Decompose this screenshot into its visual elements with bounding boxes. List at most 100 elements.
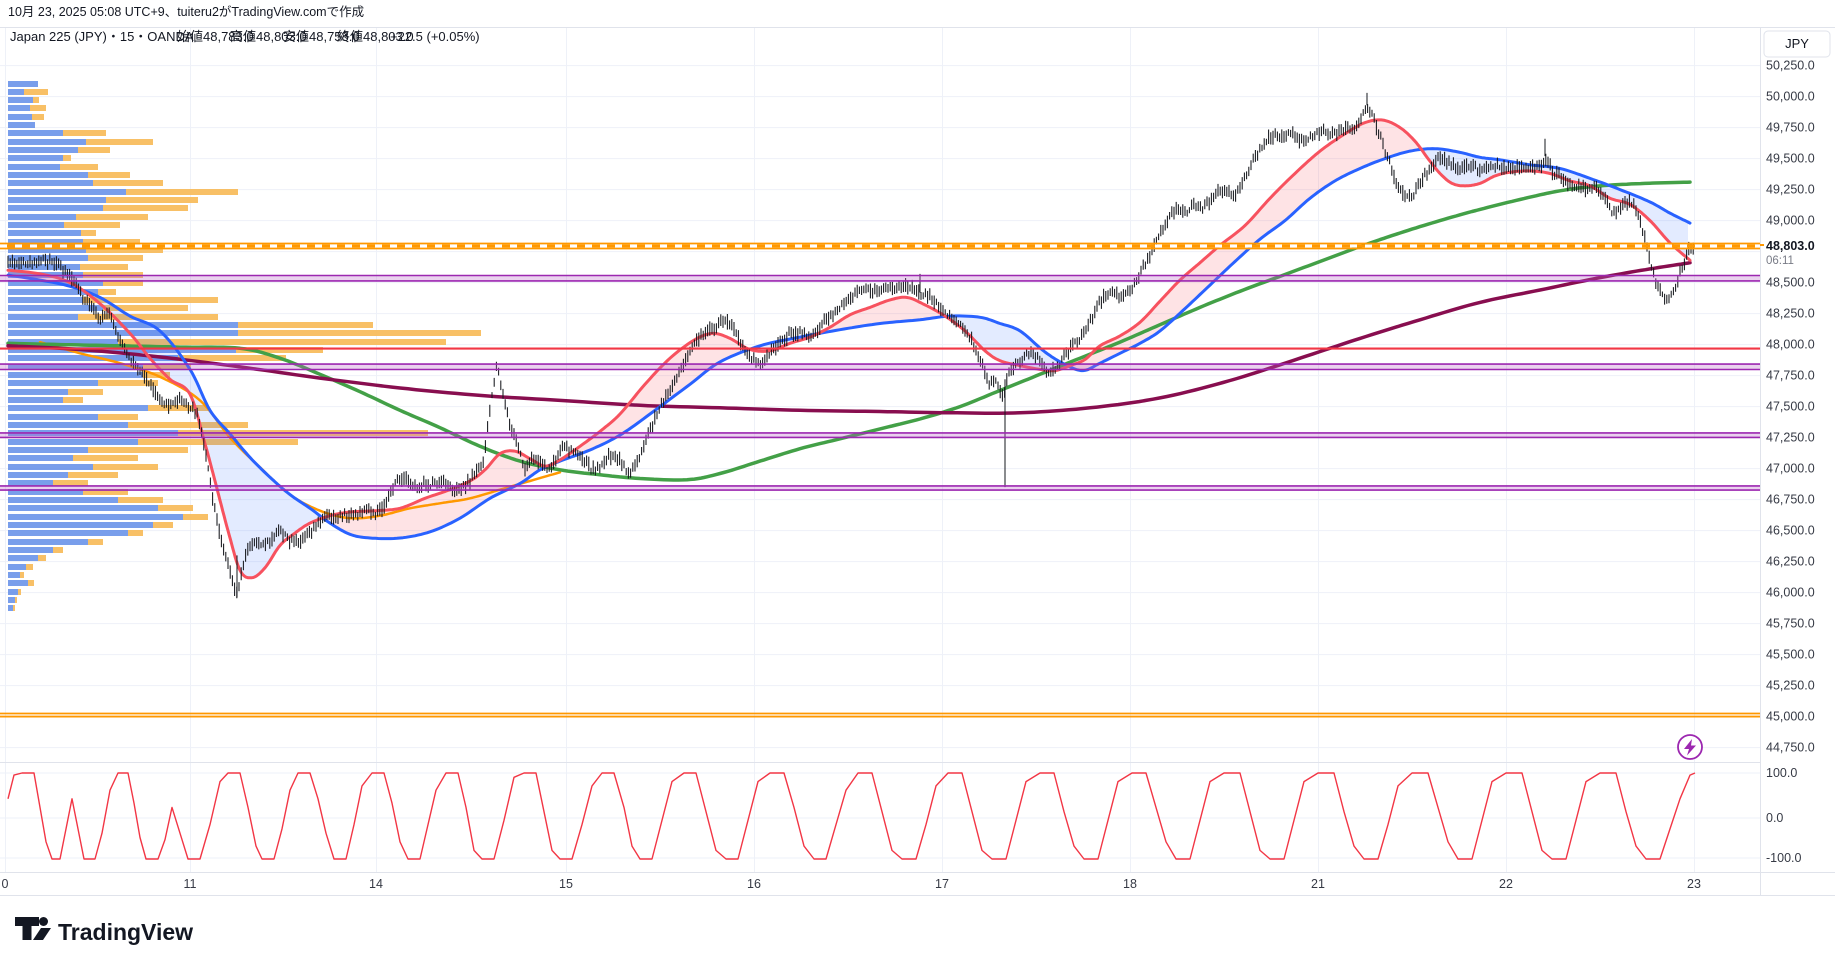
profile-bar-orange — [103, 205, 188, 211]
profile-bar-blue — [8, 414, 98, 420]
profile-bar-orange — [88, 539, 103, 545]
profile-bar-orange — [83, 297, 218, 303]
indicator-axis-labels: 100.0 0.0 -100.0 — [1766, 766, 1801, 865]
profile-bar-blue — [8, 197, 106, 203]
profile-bar-orange — [103, 280, 143, 286]
price-tick-label: 45,250.0 — [1766, 679, 1815, 693]
profile-bar-orange — [148, 405, 208, 411]
profile-bar-blue — [8, 89, 24, 95]
profile-bar-orange — [88, 255, 143, 261]
price-tick-label: 49,750.0 — [1766, 121, 1815, 135]
currency-box-frame — [1763, 30, 1831, 58]
ma-line-green — [6, 180, 1692, 482]
profile-bar-blue — [8, 505, 158, 511]
indicator-pane-background[interactable] — [0, 762, 1760, 872]
profile-bar-blue — [8, 189, 126, 195]
profile-bar-orange — [98, 289, 116, 295]
price-tick-label: 45,000.0 — [1766, 710, 1815, 724]
price-tick-label: 47,750.0 — [1766, 369, 1815, 383]
profile-bar-orange — [238, 322, 373, 328]
last-price-time: 06:11 — [1766, 255, 1794, 267]
main-pane-background[interactable] — [0, 27, 1760, 762]
profile-bar-blue — [8, 464, 93, 470]
profile-bar-blue — [8, 589, 18, 595]
time-tick-label: 0 — [2, 877, 9, 891]
change-value: +22.5 (+0.05%) — [390, 29, 480, 44]
profile-bar-orange — [20, 572, 24, 578]
profile-bar-blue — [8, 439, 138, 445]
time-tick-label: 17 — [935, 877, 949, 891]
profile-bar-orange — [24, 89, 48, 95]
price-tick-label: 45,750.0 — [1766, 617, 1815, 631]
profile-bar-blue — [8, 222, 64, 228]
profile-bar-blue — [8, 497, 118, 503]
profile-bar-orange — [138, 439, 298, 445]
profile-bar-blue — [8, 580, 28, 586]
price-tick-label: 47,250.0 — [1766, 431, 1815, 445]
level-lines-layer[interactable] — [0, 242, 1760, 718]
profile-bar-orange — [178, 355, 286, 361]
currency-box[interactable]: JPY — [1763, 30, 1831, 58]
profile-bar-orange — [60, 164, 98, 170]
price-axis[interactable] — [1760, 27, 1835, 895]
profile-bar-blue — [8, 139, 86, 145]
high-value: 高値48,803.0 — [230, 29, 307, 44]
price-tick-label: 46,000.0 — [1766, 586, 1815, 600]
profile-bar-orange — [38, 555, 46, 561]
profile-bar-orange — [81, 230, 96, 236]
last-price-label: 48,803.0 — [1766, 239, 1815, 253]
lightning-icon — [1684, 739, 1696, 756]
profile-bar-orange — [33, 97, 39, 103]
profile-bar-blue — [8, 422, 128, 428]
profile-bar-orange — [128, 530, 143, 536]
profile-bar-orange — [93, 180, 163, 186]
profile-bar-orange — [78, 314, 218, 320]
profile-bar-orange — [32, 114, 44, 120]
indicator-tick-label: -100.0 — [1766, 851, 1801, 865]
purple-zone-fill — [0, 275, 1760, 281]
profile-bar-orange — [73, 455, 138, 461]
profile-bar-blue — [8, 330, 238, 336]
purple-zone-fill — [0, 485, 1760, 491]
tradingview-logo[interactable]: TradingView — [15, 917, 193, 945]
profile-bar-blue — [8, 405, 148, 411]
candles-layer — [7, 92, 1694, 599]
legend: Japan 225 (JPY)・15・OANDA 始値48,783.0 高値48… — [10, 29, 480, 44]
profile-bar-orange — [63, 155, 71, 161]
symbol-title[interactable]: Japan 225 (JPY)・15・OANDA — [10, 29, 194, 44]
profile-bar-orange — [80, 264, 128, 270]
currency-label: JPY — [1785, 36, 1809, 51]
price-tick-label: 49,250.0 — [1766, 183, 1815, 197]
profile-bar-blue — [8, 530, 128, 536]
time-tick-label: 22 — [1499, 877, 1513, 891]
profile-bar-orange — [88, 172, 130, 178]
profile-bar-blue — [8, 205, 103, 211]
profile-bar-blue — [8, 164, 60, 170]
profile-bar-blue — [8, 147, 78, 153]
price-tick-label: 45,500.0 — [1766, 648, 1815, 662]
close-value: 終値48,803.0 — [337, 29, 414, 44]
profile-bar-blue — [8, 547, 53, 553]
boost-button[interactable] — [1677, 734, 1703, 760]
profile-bar-blue — [8, 539, 88, 545]
profile-bar-blue — [8, 397, 63, 403]
attribution-text: 10月 23, 2025 05:08 UTC+9、tuiteru2がTradin… — [8, 4, 364, 19]
tradingview-logo-mark — [15, 917, 39, 940]
time-tick-label: 18 — [1123, 877, 1137, 891]
profile-bar-blue — [8, 255, 88, 261]
profile-bar-blue — [8, 489, 83, 495]
ma-ribbon-fill — [820, 297, 944, 334]
profile-bar-orange — [26, 564, 33, 570]
profile-bar-blue — [8, 130, 63, 136]
indicator-tick-label: 100.0 — [1766, 766, 1797, 780]
price-tick-label: 48,000.0 — [1766, 338, 1815, 352]
time-axis-labels[interactable]: 0 11 14 15 16 17 18 21 22 23 — [2, 877, 1701, 891]
profile-bar-orange — [98, 414, 138, 420]
profile-bar-orange — [68, 472, 118, 478]
profile-bar-blue — [8, 605, 13, 611]
profile-bar-blue — [8, 214, 76, 220]
profile-bar-blue — [8, 172, 88, 178]
price-tick-label: 46,750.0 — [1766, 493, 1815, 507]
ma-line-maroon — [6, 260, 1692, 415]
profile-bar-blue — [8, 389, 68, 395]
